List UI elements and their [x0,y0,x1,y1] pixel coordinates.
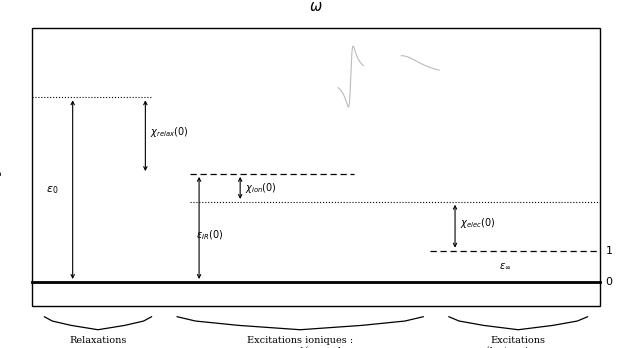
Text: $\varepsilon_\infty$: $\varepsilon_\infty$ [499,261,511,271]
Bar [32,28,600,306]
Text: Relaxations: Relaxations [70,336,126,345]
Text: Excitations
électroniques: Excitations électroniques [485,336,552,348]
Text: 0: 0 [605,277,612,287]
Text: Excitations ioniques :
zone sondée par la
spectroscopie infrarouge: Excitations ioniques : zone sondée par l… [238,336,362,348]
Text: $\chi_{elec}(0)$: $\chi_{elec}(0)$ [460,216,495,230]
Text: $\varepsilon_1(\omega)$: $\varepsilon_1(\omega)$ [0,151,5,183]
Text: $\chi_{relax}(0)$: $\chi_{relax}(0)$ [150,125,189,139]
Text: $\varepsilon_{IR}(0)$: $\varepsilon_{IR}(0)$ [196,228,223,242]
Text: $\varepsilon_0$: $\varepsilon_0$ [46,184,59,196]
Text: 1: 1 [605,246,612,255]
Text: $\omega$: $\omega$ [309,0,323,14]
Text: $\chi_{ion}(0)$: $\chi_{ion}(0)$ [245,181,277,195]
